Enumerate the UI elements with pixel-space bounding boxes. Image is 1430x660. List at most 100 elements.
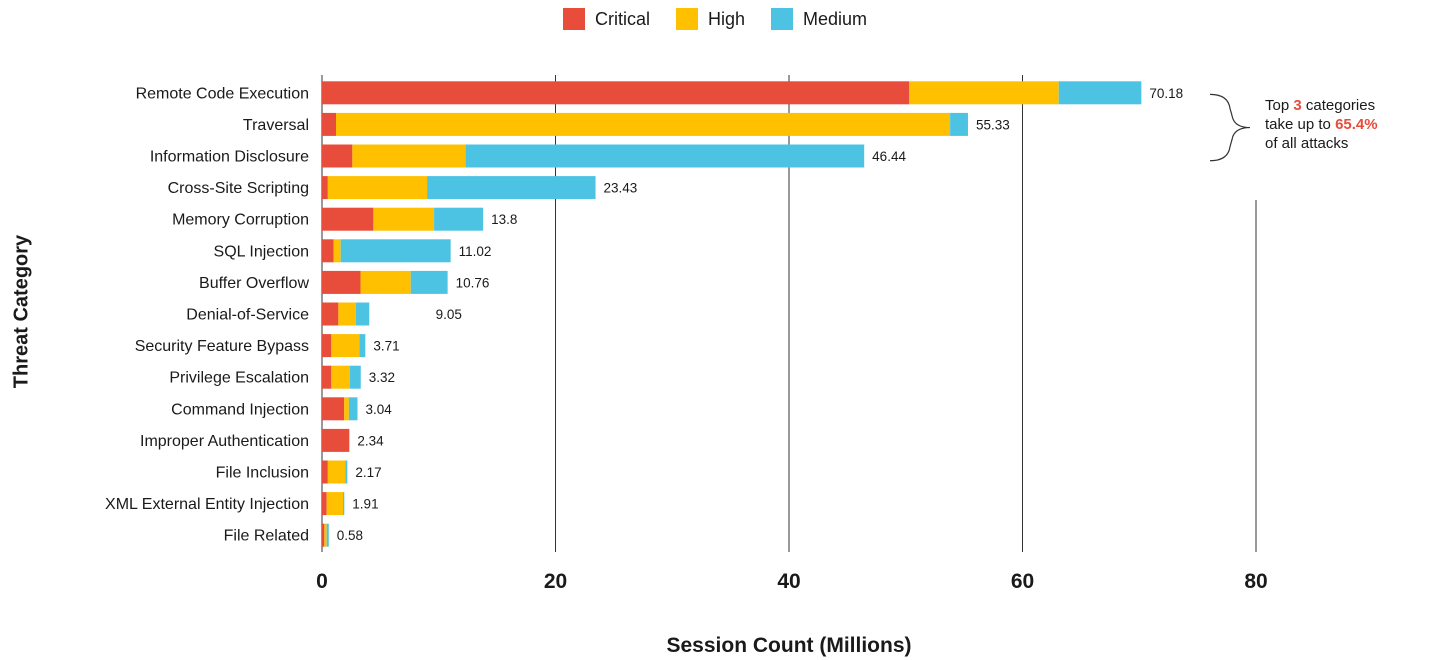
total-label: 1.91 bbox=[352, 497, 378, 512]
legend-swatch-high bbox=[675, 8, 698, 30]
total-label: 3.71 bbox=[373, 339, 399, 354]
total-label: 11.02 bbox=[459, 244, 492, 259]
category-label: Privilege Escalation bbox=[169, 370, 309, 387]
total-label: 0.58 bbox=[337, 528, 363, 543]
bar-segment-high bbox=[331, 334, 360, 358]
bar-segment-critical bbox=[322, 302, 339, 326]
bar-segment-critical bbox=[322, 81, 910, 105]
legend-swatch-critical bbox=[562, 8, 585, 30]
bar-segment-critical bbox=[322, 334, 332, 358]
category-label: Traversal bbox=[243, 117, 309, 134]
bar-segment-high bbox=[324, 523, 327, 547]
x-tick-labels: 0 20 40 60 80 bbox=[316, 570, 1268, 593]
annotation-text: Top 3 categories take up to 65.4% of all… bbox=[1265, 96, 1430, 153]
total-label: 3.04 bbox=[365, 402, 392, 417]
x-tick-label: 20 bbox=[544, 570, 567, 593]
bar-segment-high bbox=[333, 239, 341, 263]
category-label: SQL Injection bbox=[214, 243, 309, 260]
legend-item-high: High bbox=[675, 8, 745, 30]
bar-segment-medium bbox=[355, 302, 370, 326]
category-label: Improper Authentication bbox=[140, 433, 309, 450]
bar-segment-critical bbox=[322, 207, 374, 231]
category-label: File Related bbox=[224, 528, 309, 545]
category-label: Command Injection bbox=[171, 401, 309, 418]
bar-segment-medium bbox=[326, 523, 329, 547]
legend-label-medium: Medium bbox=[803, 8, 868, 29]
bar-segment-critical bbox=[322, 428, 350, 452]
bar-segment-medium bbox=[465, 144, 865, 168]
x-tick-label: 60 bbox=[1011, 570, 1034, 593]
bar-segment-medium bbox=[410, 270, 448, 294]
annotation-line-1: Top 3 categories bbox=[1265, 97, 1376, 114]
total-label: 13.8 bbox=[491, 212, 517, 227]
bar-segment-medium bbox=[340, 239, 451, 263]
bar-segment-critical bbox=[322, 112, 337, 136]
legend-item-medium: Medium bbox=[771, 8, 867, 30]
total-label: 2.34 bbox=[357, 433, 384, 448]
bar-segment-medium bbox=[950, 112, 968, 136]
bar-segment-medium bbox=[427, 176, 596, 200]
bar-segment-critical bbox=[322, 397, 345, 421]
x-tick-label: 80 bbox=[1244, 570, 1267, 593]
total-label: 10.76 bbox=[456, 275, 490, 290]
bar-segment-critical bbox=[322, 523, 325, 547]
category-label: Security Feature Bypass bbox=[135, 338, 309, 355]
bar-segment-critical bbox=[322, 492, 327, 516]
bar-segment-critical bbox=[322, 460, 328, 484]
bar-segment-critical bbox=[322, 144, 353, 168]
x-axis-title: Session Count (Millions) bbox=[666, 634, 912, 657]
category-labels: Remote Code Execution Traversal Informatio… bbox=[105, 85, 309, 544]
total-label: 9.05 bbox=[436, 307, 462, 322]
bar-segment-high bbox=[326, 492, 344, 516]
category-label: Denial-of-Service bbox=[186, 307, 309, 324]
annotation-brace bbox=[1209, 93, 1251, 162]
x-tick-label: 40 bbox=[777, 570, 800, 593]
category-label: File Inclusion bbox=[216, 465, 309, 482]
total-labels: 70.18 55.33 46.44 23.43 13.8 11.02 10.76 9.05 3.… bbox=[337, 86, 1183, 543]
category-label: Remote Code Execution bbox=[136, 85, 309, 102]
category-label: XML External Entity Injection bbox=[105, 496, 309, 513]
x-tick-label: 0 bbox=[316, 570, 328, 593]
category-label: Buffer Overflow bbox=[199, 275, 309, 292]
legend-item-critical: Critical bbox=[562, 8, 650, 30]
total-label: 3.32 bbox=[369, 370, 395, 385]
total-label: 55.33 bbox=[976, 117, 1010, 132]
bar-segment-medium bbox=[343, 492, 345, 516]
bar-segment-high bbox=[373, 207, 435, 231]
bar-segment-high bbox=[344, 397, 349, 421]
legend: Critical High Medium bbox=[0, 8, 1430, 30]
bar-segment-medium bbox=[434, 207, 484, 231]
annotation-line-3: of all attacks bbox=[1265, 135, 1349, 152]
bar-segment-high bbox=[352, 144, 466, 168]
total-label: 46.44 bbox=[872, 149, 906, 164]
bar-segment-high bbox=[327, 460, 346, 484]
total-label: 2.17 bbox=[355, 465, 381, 480]
bars bbox=[322, 81, 1142, 547]
annotation-highlight-percent: 65.4% bbox=[1335, 116, 1378, 133]
bar-segment-high bbox=[360, 270, 411, 294]
annotation-highlight-count: 3 bbox=[1293, 97, 1302, 114]
legend-label-high: High bbox=[707, 8, 745, 29]
bar-segment-medium bbox=[348, 397, 358, 421]
legend-label-critical: Critical bbox=[594, 8, 650, 29]
bar-segment-high bbox=[336, 112, 951, 136]
bar-segment-high bbox=[909, 81, 1059, 105]
y-axis-title: Threat Category bbox=[10, 234, 33, 389]
bar-segment-critical bbox=[322, 239, 334, 263]
bar-segment-medium bbox=[345, 460, 348, 484]
bar-segment-high bbox=[338, 302, 356, 326]
total-label: 70.18 bbox=[1149, 86, 1183, 101]
bar-segment-medium bbox=[350, 365, 361, 389]
bar-segment-medium bbox=[359, 334, 366, 358]
bar-segment-high bbox=[331, 365, 351, 389]
bar-segment-medium bbox=[1058, 81, 1142, 105]
bar-segment-critical bbox=[322, 176, 328, 200]
total-label: 23.43 bbox=[604, 181, 638, 196]
bar-segment-high bbox=[327, 176, 428, 200]
category-label: Memory Corruption bbox=[172, 212, 309, 229]
bar-segment-critical bbox=[322, 270, 361, 294]
bar-segment-critical bbox=[322, 365, 332, 389]
category-label: Information Disclosure bbox=[150, 149, 309, 166]
legend-swatch-medium bbox=[771, 8, 793, 30]
